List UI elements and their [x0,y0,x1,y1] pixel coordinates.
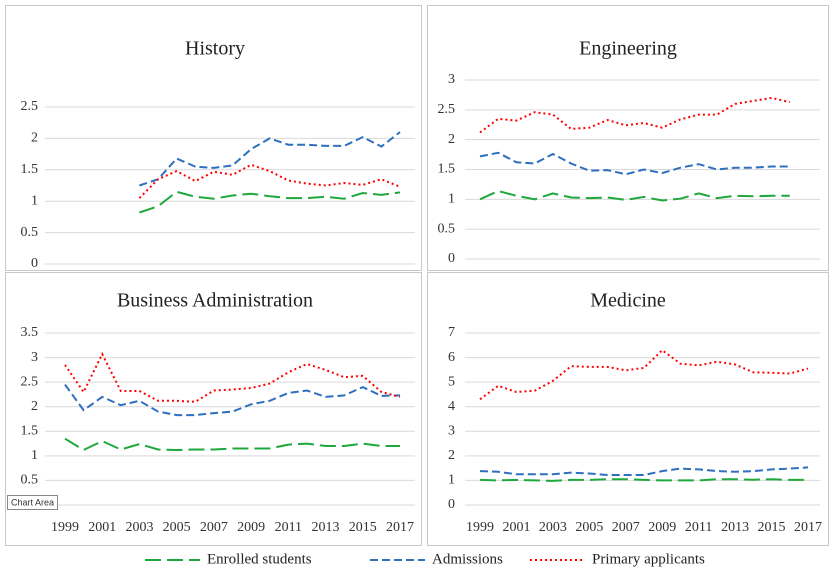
legend-label: Primary applicants [592,551,705,567]
x-tick-label: 2003 [125,520,153,535]
x-tick-label: 2013 [312,520,340,535]
x-tick-label: 2005 [163,520,191,535]
y-tick-label: 2.5 [21,99,39,114]
y-tick-label: 1.5 [21,424,39,439]
y-tick-label: 3.5 [21,325,39,340]
x-tick-label: 2009 [648,520,676,535]
series-line [479,189,790,202]
y-tick-label: 5 [448,374,455,389]
panel-border [5,272,422,546]
chart-title: History [185,38,245,60]
y-tick-label: 0.5 [21,225,39,240]
y-tick-label: 3 [448,424,455,439]
x-tick-label: 2009 [237,520,265,535]
panel-border [427,5,829,271]
series-line [64,351,401,403]
y-tick-label: 6 [448,350,455,365]
panel-border [5,5,422,271]
y-tick-label: 0.5 [21,473,39,488]
x-tick-label: 2017 [386,520,414,535]
y-tick-label: 2 [448,132,455,147]
y-tick-label: 1 [31,193,38,208]
x-tick-label: 2013 [721,520,749,535]
y-tick-label: 2 [31,399,38,414]
tooltip-box [7,495,58,510]
x-tick-label: 2015 [758,520,786,535]
chart-title: Business Administration [117,290,313,312]
y-tick-label: 1.5 [438,162,456,177]
y-tick-label: 4 [448,399,455,414]
x-tick-label: 2017 [794,520,822,535]
chart-title: Engineering [579,38,677,60]
series-line [479,478,808,482]
series-line [139,131,401,187]
series-line [64,384,401,417]
x-tick-label: 2011 [685,520,712,535]
y-tick-label: 0 [448,497,455,512]
y-tick-label: 2.5 [438,102,456,117]
legend-label: Enrolled students [207,551,312,567]
x-tick-label: 2011 [275,520,302,535]
y-tick-label: 2 [448,448,455,463]
y-tick-label: 3 [448,72,455,87]
y-tick-label: 0 [448,251,455,266]
x-tick-label: 2015 [349,520,377,535]
x-tick-label: 2005 [575,520,603,535]
y-tick-label: 2 [31,131,38,146]
x-tick-label: 1999 [51,520,79,535]
chart-title: Medicine [590,290,666,312]
x-tick-label: 2003 [539,520,567,535]
series-line [479,348,809,401]
y-tick-label: 1 [448,473,455,488]
legend-label: Admissions [432,551,503,567]
series-line [479,466,809,476]
y-tick-label: 2.5 [21,374,39,389]
x-tick-label: 2007 [612,520,640,535]
series-line [139,190,401,214]
y-tick-label: 1.5 [21,162,39,177]
panel-border [427,272,829,546]
x-tick-label: 2007 [200,520,228,535]
x-tick-label: 2001 [88,520,116,535]
y-tick-label: 0 [31,256,38,271]
series-line [64,437,400,452]
y-tick-label: 3 [31,350,38,365]
series-line [479,151,790,176]
y-tick-label: 0.5 [438,221,456,236]
tooltip-text: Chart Area [11,497,54,507]
y-tick-label: 7 [448,325,455,340]
x-tick-label: 2001 [502,520,530,535]
y-tick-label: 1 [31,448,38,463]
x-tick-label: 1999 [466,520,494,535]
y-tick-label: 1 [448,192,455,207]
